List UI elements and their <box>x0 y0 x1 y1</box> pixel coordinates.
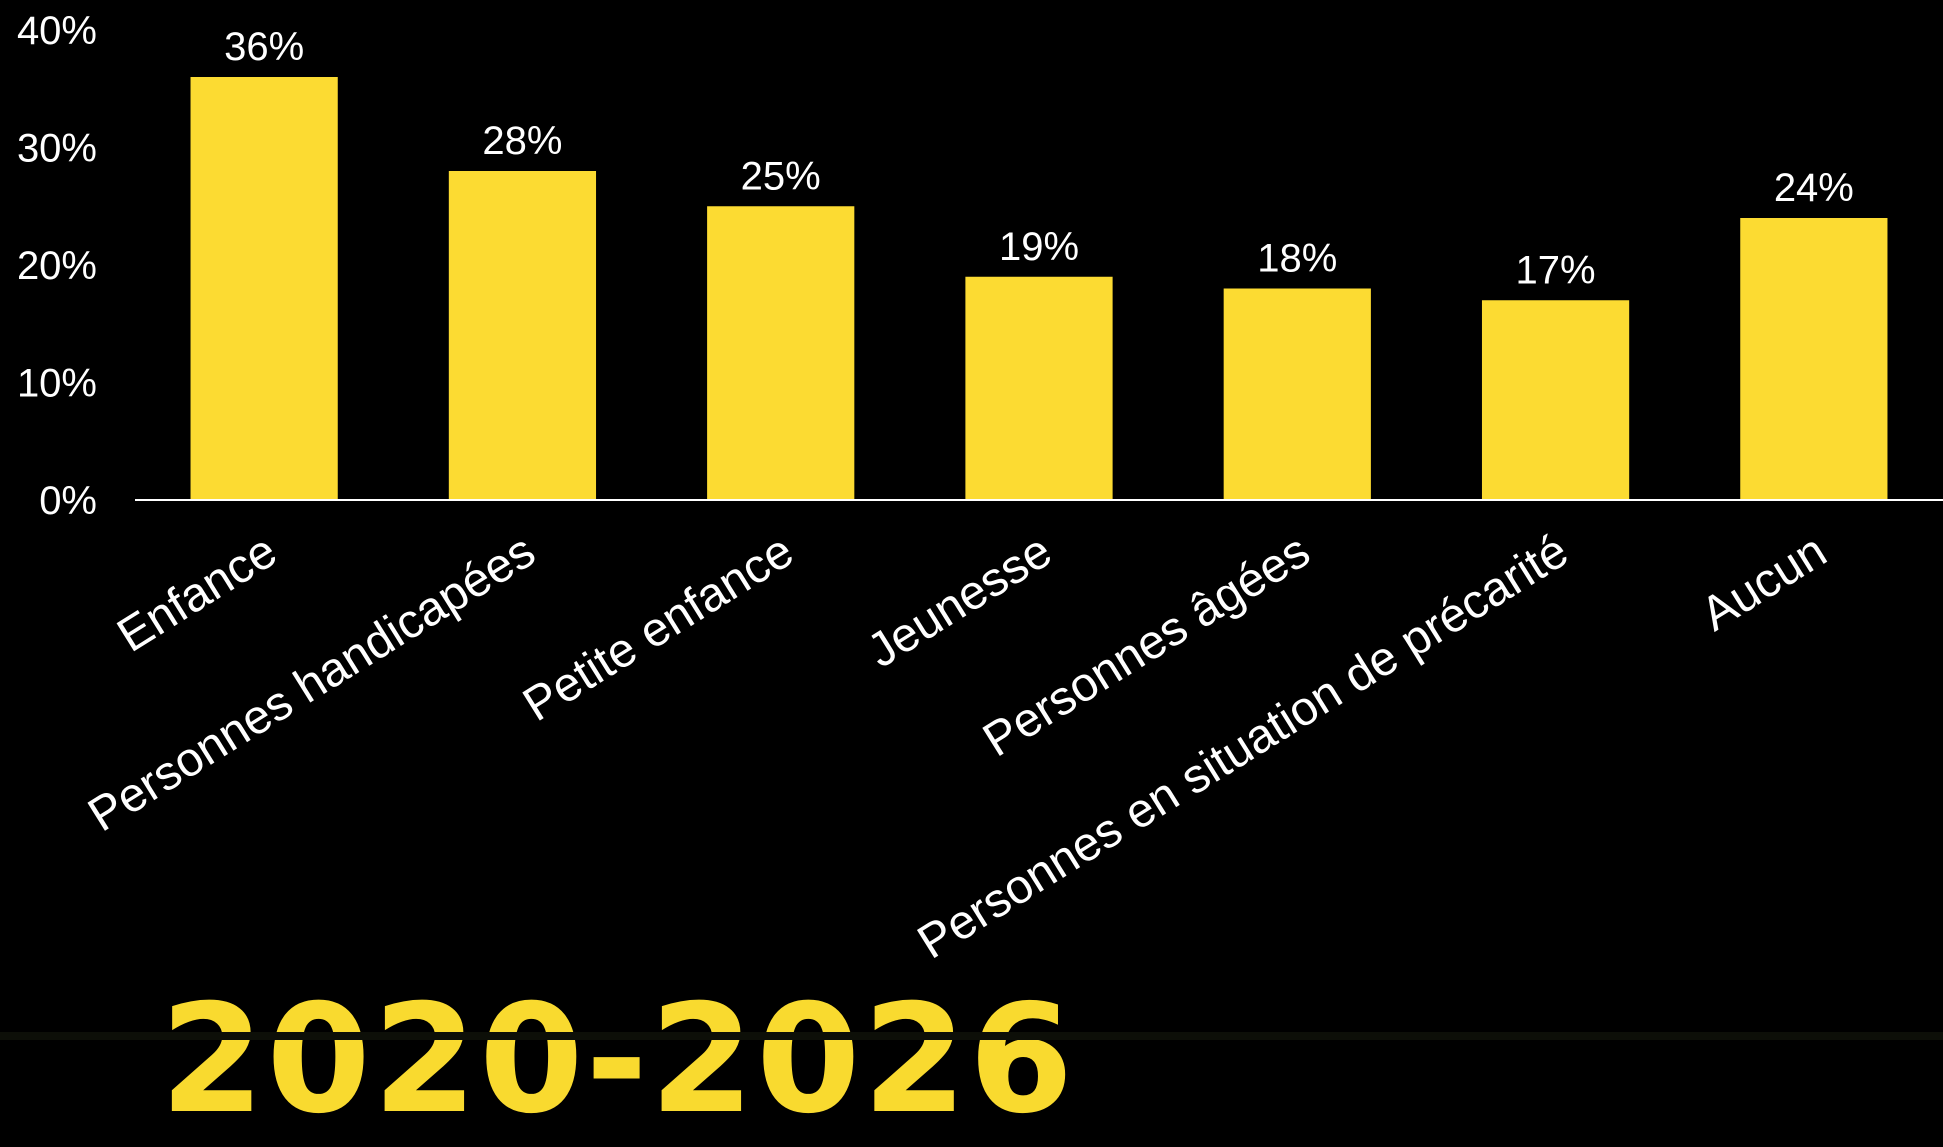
bar <box>707 206 855 500</box>
bar <box>448 171 597 500</box>
data-label: 36% <box>224 25 304 69</box>
data-label: 25% <box>741 154 821 198</box>
category-label: Enfance <box>109 524 286 662</box>
bar <box>190 77 338 500</box>
y-tick-label: 20% <box>17 244 97 288</box>
y-tick-label: 10% <box>17 362 97 406</box>
bar <box>1481 300 1630 500</box>
data-label: 28% <box>482 119 562 163</box>
bar <box>965 276 1113 500</box>
category-label: Petite enfance <box>514 524 802 732</box>
bars <box>190 77 1888 500</box>
y-tick-label: 0% <box>39 479 97 523</box>
bar-chart: 0% 10% 20% 30% 40% 36% 28% 25% 19% 18% 17% 24% Enf… <box>17 9 1943 969</box>
bar <box>1740 218 1888 500</box>
bar <box>1223 288 1371 500</box>
y-tick-label: 40% <box>17 9 97 53</box>
y-tick-label: 30% <box>17 127 97 171</box>
data-label: 18% <box>1257 237 1337 281</box>
category-label: Aucun <box>1692 524 1836 641</box>
category-label: Jeunesse <box>858 524 1060 678</box>
data-label: 17% <box>1516 248 1596 292</box>
y-axis-ticks: 0% 10% 20% 30% 40% <box>17 9 97 523</box>
data-labels: 36% 28% 25% 19% 18% 17% 24% <box>224 25 1854 292</box>
bottom-band <box>0 1032 1943 1040</box>
data-label: 24% <box>1774 166 1854 210</box>
data-label: 19% <box>999 225 1079 269</box>
category-label: Personnes handicapées <box>79 524 544 842</box>
